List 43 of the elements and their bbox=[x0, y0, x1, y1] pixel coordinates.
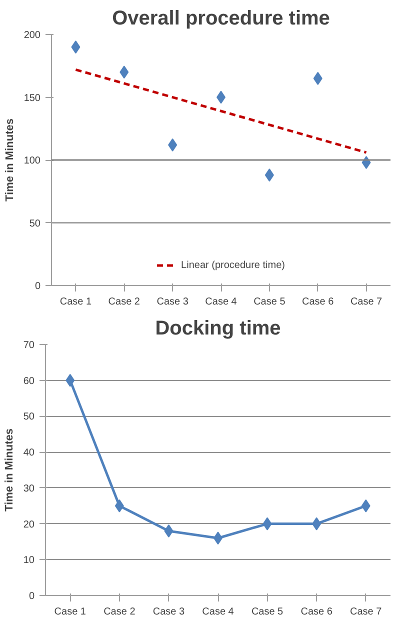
chart-title: Docking time bbox=[155, 318, 281, 340]
point bbox=[71, 40, 80, 54]
x-tick-label: Case 6 bbox=[300, 606, 333, 618]
x-tick-label: Case 4 bbox=[202, 606, 234, 618]
point bbox=[120, 66, 129, 79]
y-tick-label: 200 bbox=[24, 30, 41, 41]
y-tick-label: 10 bbox=[23, 555, 35, 566]
x-tick-label: Case 3 bbox=[156, 296, 189, 308]
y-axis-title: Time in Minutes bbox=[4, 118, 16, 202]
y-tick-label: 20 bbox=[23, 519, 35, 530]
y-tick-label: 50 bbox=[23, 412, 35, 423]
x-tick-label: Case 3 bbox=[152, 606, 185, 618]
y-tick-label: 0 bbox=[28, 591, 35, 602]
x-tick-label: Case 1 bbox=[54, 606, 86, 618]
point bbox=[264, 168, 274, 182]
y-tick-label: 100 bbox=[24, 156, 41, 166]
x-tick-label: Case 5 bbox=[251, 606, 284, 618]
y-tick-label: 40 bbox=[23, 448, 35, 459]
point bbox=[164, 524, 174, 538]
x-tick-label: Case 4 bbox=[205, 296, 238, 308]
chart-title: Overall procedure time bbox=[112, 8, 330, 30]
y-tick-label: 50 bbox=[29, 218, 41, 230]
y-axis-title: Time in Minutes bbox=[3, 428, 16, 512]
x-tick-label: Case 2 bbox=[108, 296, 140, 308]
x-tick-label: Case 2 bbox=[104, 606, 136, 618]
legend-label: Linear (procedure time) bbox=[181, 260, 285, 270]
y-tick-label: 30 bbox=[23, 483, 35, 494]
point bbox=[66, 374, 75, 387]
x-tick-label: Case 7 bbox=[350, 296, 383, 308]
point bbox=[361, 499, 370, 512]
point bbox=[262, 517, 272, 530]
y-tick-label: 60 bbox=[23, 376, 35, 387]
x-tick-label: Case 1 bbox=[60, 296, 92, 308]
y-tick-label: 150 bbox=[24, 92, 41, 104]
x-tick-label: Case 6 bbox=[302, 296, 334, 308]
point bbox=[168, 138, 178, 152]
y-tick-label: 70 bbox=[23, 340, 35, 351]
point bbox=[313, 72, 322, 85]
x-tick-label: Case 5 bbox=[254, 296, 286, 308]
y-tick-label: 0 bbox=[34, 281, 41, 292]
point bbox=[114, 499, 124, 512]
point bbox=[312, 517, 322, 530]
x-tick-label: Case 7 bbox=[350, 606, 382, 618]
